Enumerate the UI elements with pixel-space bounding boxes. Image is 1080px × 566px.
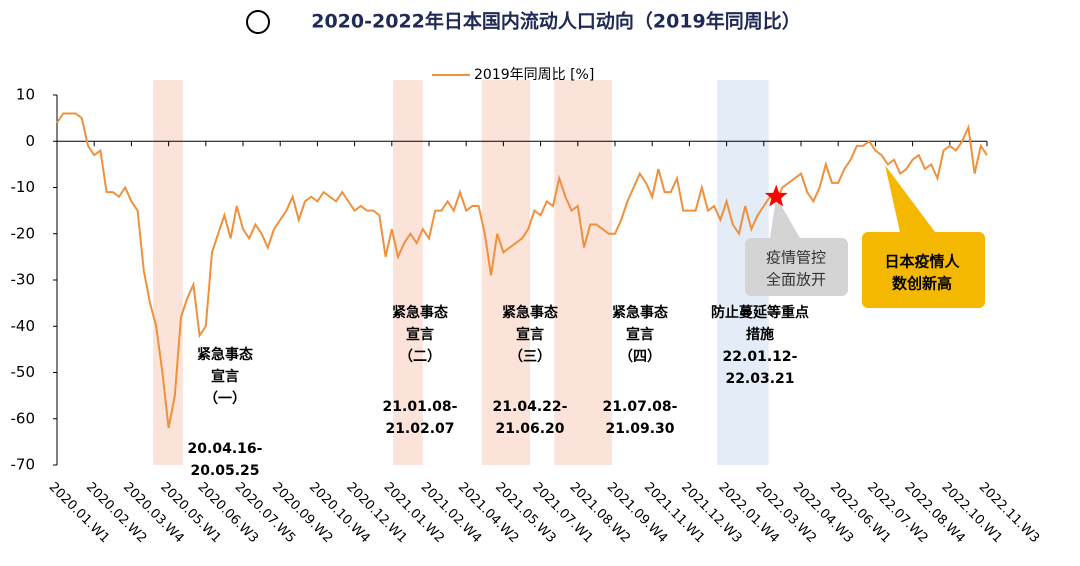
annotation: 21.07.08- (603, 399, 678, 415)
y-tick-label: -20 (11, 224, 36, 242)
highlights (153, 80, 769, 465)
y-tick-label: -50 (11, 363, 36, 381)
annotation: 21.01.08- (383, 399, 458, 415)
callout-text: 疫情管控 (766, 249, 826, 267)
highlight-band (554, 80, 612, 465)
y-tick-label: -30 (11, 271, 36, 289)
annotation: 防止蔓延等重点 (711, 304, 809, 321)
highlight-band (153, 80, 183, 465)
y-tick-label: -10 (11, 178, 36, 196)
annotation: （一） (204, 391, 246, 407)
callout-text: 日本疫情人 (884, 253, 960, 271)
annotation: 宣言 (626, 326, 654, 343)
data-line (56, 112, 988, 429)
title-icon (246, 10, 270, 34)
legend-label: 2019年同周比 [%] (474, 67, 594, 83)
highlight-band (393, 80, 423, 465)
callout-text: 全面放开 (766, 271, 826, 289)
annotation: 紧急事态 (612, 304, 668, 321)
annotation: 宣言 (211, 368, 239, 385)
annotation: 宣言 (406, 326, 434, 343)
annotation: 宣言 (516, 326, 544, 343)
callout-box (745, 238, 848, 296)
y-tick-label: -60 (11, 409, 36, 427)
annotation: 紧急事态 (197, 346, 253, 363)
callout-box (862, 232, 985, 308)
annotation: 22.03.21 (725, 371, 794, 387)
annotation: 20.05.25 (190, 463, 259, 479)
y-tick-label: 0 (25, 132, 35, 150)
star-marker (764, 184, 788, 207)
annotation: 21.02.07 (385, 421, 454, 437)
annotation: 紧急事态 (502, 304, 558, 321)
callout-text: 数创新高 (892, 275, 952, 293)
annotation: 21.06.20 (495, 421, 564, 437)
y-tick-label: 10 (16, 86, 35, 104)
chart-title: 2020-2022年日本国内流动人口动向（2019年同周比） (311, 10, 801, 33)
y-tick-label: -40 (11, 317, 36, 335)
annotation: 措施 (746, 326, 774, 343)
annotation: （四） (619, 349, 661, 365)
annotation: （二） (399, 349, 441, 365)
annotation: 紧急事态 (392, 304, 448, 321)
annotation: 21.09.30 (605, 421, 674, 437)
annotation: 21.04.22- (493, 399, 568, 415)
callout-pointer (770, 196, 800, 238)
y-tick-label: -70 (11, 456, 36, 474)
annotation: 20.04.16- (188, 441, 263, 457)
callout-pointer (885, 165, 935, 232)
annotation: （三） (509, 349, 551, 365)
annotation: 22.01.12- (723, 349, 798, 365)
